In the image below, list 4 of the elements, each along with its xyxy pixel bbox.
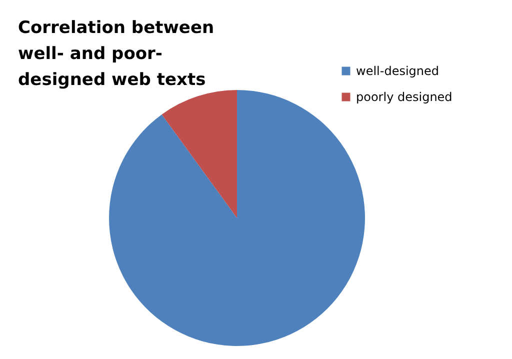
legend-label: poorly designed — [356, 90, 452, 104]
pie-slice — [162, 90, 237, 218]
chart-title: Correlation between well- and poor-designed web texts — [18, 18, 214, 90]
legend-label: well-designed — [356, 64, 440, 78]
